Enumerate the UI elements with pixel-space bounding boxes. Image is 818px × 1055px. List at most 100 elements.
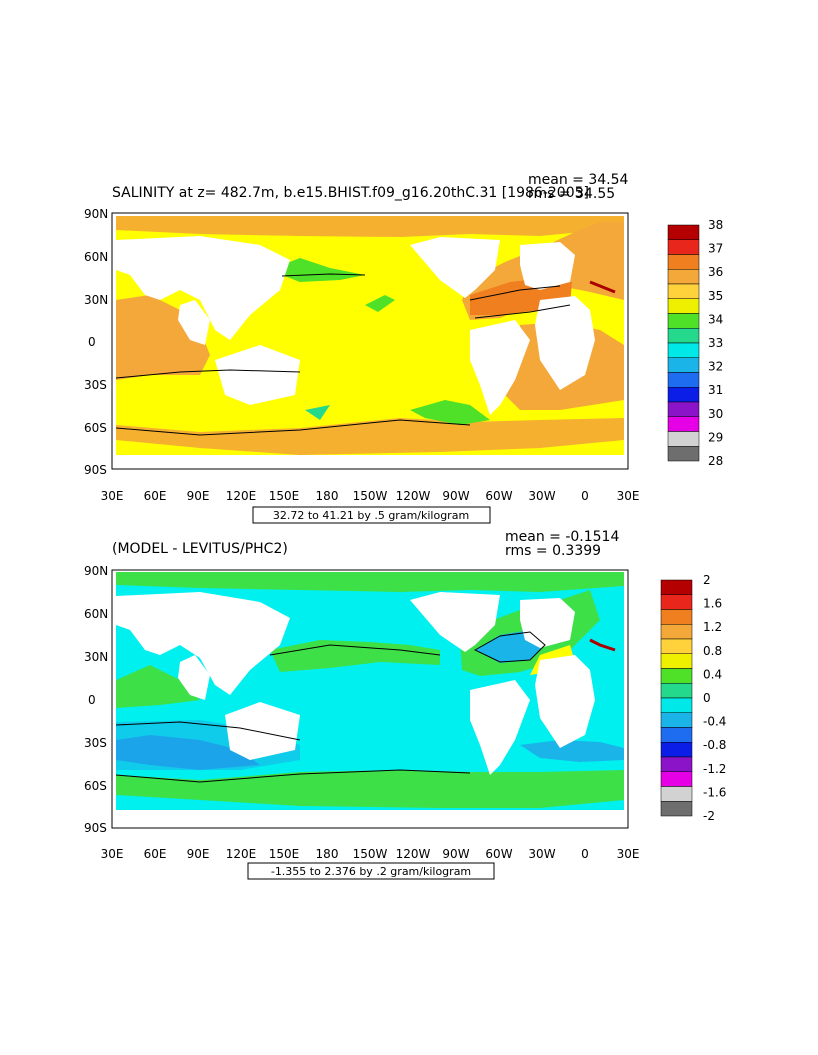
panel-title: (MODEL - LEVITUS/PHC2)	[112, 541, 288, 557]
lon-label: 150E	[269, 489, 300, 503]
colorbar-label: 37	[708, 242, 723, 256]
colorbar-label: 1.2	[703, 620, 722, 634]
colorbar-label: 34	[708, 312, 723, 326]
colorbar-swatch	[660, 756, 693, 772]
map-difference	[112, 570, 628, 828]
colorbar-swatch	[667, 224, 700, 240]
lon-label: 30E	[101, 489, 124, 503]
lat-label: 60N	[84, 607, 108, 621]
map-salinity	[112, 213, 628, 469]
colorbar-label: -1.6	[703, 785, 726, 799]
lon-label: 90W	[442, 489, 469, 503]
lat-label: 90S	[84, 463, 107, 477]
mean-text: mean = -0.1514	[505, 529, 619, 545]
colorbar-label: 1.6	[703, 597, 722, 611]
colorbar-label: 31	[708, 383, 723, 397]
colorbar-label: 28	[708, 454, 723, 468]
colorbar-label: -2	[703, 809, 715, 823]
colorbar-swatch	[667, 446, 700, 462]
lat-label: 60S	[84, 779, 107, 793]
lon-label: 120E	[226, 847, 257, 861]
lon-label: 120W	[396, 847, 431, 861]
lat-label: 60S	[84, 421, 107, 435]
lon-label: 120W	[396, 489, 431, 503]
rms-text: rms = 34.55	[528, 186, 615, 202]
map-frame	[111, 569, 629, 829]
lon-axis: 30E 60E 90E 120E 150E 180 150W 120W 90W …	[101, 847, 640, 861]
colorbar-label: 0.8	[703, 644, 722, 658]
colorbar-swatch	[660, 683, 693, 699]
colorbar-label: 33	[708, 336, 723, 350]
colorbar-label: -1.2	[703, 762, 726, 776]
colorbar-swatch	[660, 609, 693, 625]
colorbar-label: 35	[708, 289, 723, 303]
lat-label: 30N	[84, 650, 108, 664]
colorbar-swatch	[667, 298, 700, 314]
lat-label: 30S	[84, 736, 107, 750]
range-box	[247, 862, 495, 880]
lat-label: 30S	[84, 378, 107, 392]
colorbar-label: 30	[708, 407, 723, 421]
range-text: -1.355 to 2.376 by .2 gram/kilogram	[271, 865, 471, 878]
colorbar-swatch	[667, 342, 700, 358]
colorbar-swatch	[667, 431, 700, 447]
lon-label: 30W	[528, 489, 555, 503]
lat-label: 90N	[84, 564, 108, 578]
lon-label: 60W	[485, 847, 512, 861]
lon-label: 150E	[269, 847, 300, 861]
colorbar-swatch	[667, 401, 700, 417]
colorbar-label: 32	[708, 360, 723, 374]
colorbar-swatch	[667, 372, 700, 388]
colorbar: 38 37 36 35 34 33 32 31 30 29 28	[667, 218, 723, 468]
colorbar-swatch	[660, 697, 693, 713]
rms-text: rms = 0.3399	[505, 543, 601, 559]
lat-label: 0	[88, 693, 96, 707]
lon-label: 60W	[485, 489, 512, 503]
lat-label: 90S	[84, 821, 107, 835]
colorbar-swatch	[667, 269, 700, 285]
lon-label: 30W	[528, 847, 555, 861]
colorbar-label: -0.8	[703, 738, 726, 752]
lon-label: 150W	[353, 489, 388, 503]
lon-label: 180	[316, 489, 339, 503]
colorbar-label: 29	[708, 430, 723, 444]
lon-label: 90E	[187, 489, 210, 503]
lon-label: 60E	[144, 489, 167, 503]
colorbar-label: 36	[708, 265, 723, 279]
range-text: 32.72 to 41.21 by .5 gram/kilogram	[273, 509, 469, 522]
map-frame	[111, 212, 629, 470]
colorbar-swatch	[667, 328, 700, 344]
colorbar-swatch	[667, 254, 700, 270]
lon-label: 90W	[442, 847, 469, 861]
lat-label: 30N	[84, 293, 108, 307]
panel-salinity: SALINITY at z= 482.7m, b.e15.BHIST.f09_g…	[84, 172, 723, 524]
lon-label: 30E	[617, 847, 640, 861]
lat-label: 0	[88, 335, 96, 349]
colorbar: 2 1.6 1.2 0.8 0.4 0 -0.4 -0.8 -1.2 -1.6 -2	[660, 573, 726, 823]
lon-label: 30E	[617, 489, 640, 503]
colorbar-swatch	[660, 712, 693, 728]
lon-axis: 30E 60E 90E 120E 150E 180 150W 120W 90W …	[101, 489, 640, 503]
colorbar-swatch	[660, 653, 693, 669]
lat-label: 60N	[84, 250, 108, 264]
lat-label: 90N	[84, 207, 108, 221]
colorbar-swatch	[660, 801, 693, 817]
colorbar-label: -0.4	[703, 715, 726, 729]
colorbar-swatch	[660, 742, 693, 758]
colorbar-label: 0	[703, 691, 711, 705]
colorbar-swatch	[667, 416, 700, 432]
lon-label: 180	[316, 847, 339, 861]
colorbar-swatch	[667, 357, 700, 373]
colorbar-swatch	[667, 387, 700, 403]
colorbar-swatch	[660, 786, 693, 802]
lon-label: 0	[581, 489, 589, 503]
colorbar-swatch	[660, 668, 693, 684]
panel-difference: (MODEL - LEVITUS/PHC2) mean = -0.1514 rm…	[84, 529, 726, 880]
lon-label: 120E	[226, 489, 257, 503]
colorbar-swatch	[667, 313, 700, 329]
lat-axis: 90N 60N 30N 0 30S 60S 90S	[84, 564, 108, 835]
colorbar-swatch	[667, 283, 700, 299]
lon-label: 90E	[187, 847, 210, 861]
colorbar-swatch	[667, 239, 700, 255]
